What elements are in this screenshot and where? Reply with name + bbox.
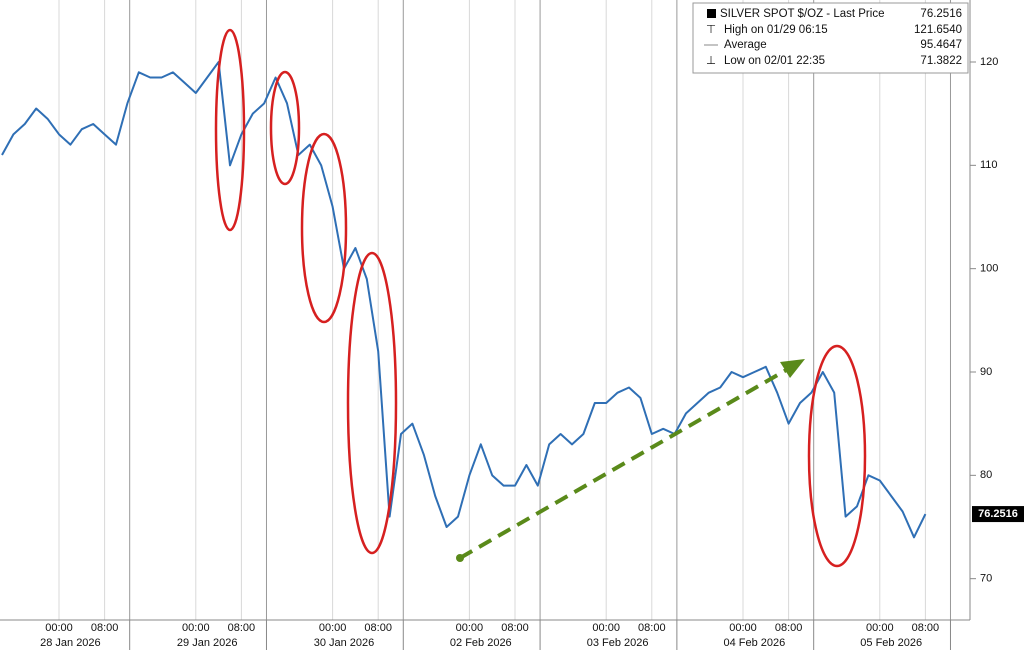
plot-area [0, 0, 970, 620]
x-tick-label: 00:00 [592, 622, 620, 634]
legend: SILVER SPOT $/OZ - Last Price 76.2516 ⊤ … [692, 2, 969, 74]
y-tick-label: 100 [980, 263, 998, 275]
date-label: 30 Jan 2026 [314, 637, 375, 649]
y-tick-label: 120 [980, 56, 998, 68]
y-tick-label: 110 [980, 159, 998, 171]
date-label: 29 Jan 2026 [177, 637, 238, 649]
arrow-tail [456, 554, 464, 562]
y-tick-label: 70 [980, 573, 992, 585]
axes: 70 80 90 100 110 120 00:00 08:00 00:00 08:00 00:00… [40, 56, 1024, 650]
legend-box [692, 2, 969, 74]
legend-label: SILVER SPOT $/OZ - Last Price [720, 8, 884, 20]
x-tick-label: 08:00 [364, 622, 392, 634]
highlight-ellipse [300, 132, 348, 324]
legend-swatch [707, 9, 716, 18]
legend-value: 121.6540 [914, 24, 962, 36]
date-label: 28 Jan 2026 [40, 637, 101, 649]
date-label: 04 Feb 2026 [724, 637, 786, 649]
x-tick-label: 08:00 [501, 622, 529, 634]
x-tick-label: 08:00 [228, 622, 256, 634]
arrow-head [780, 359, 805, 378]
legend-label: Average [724, 39, 767, 51]
x-tick-label: 00:00 [456, 622, 484, 634]
legend-value: 95.4647 [920, 39, 962, 51]
last-price-label: 76.2516 [978, 508, 1018, 520]
legend-icon: ⊥ [706, 55, 716, 67]
x-tick-label: 08:00 [912, 622, 940, 634]
legend-icon: ⊤ [706, 24, 716, 36]
annotations [214, 28, 867, 568]
legend-value: 71.3822 [920, 55, 962, 67]
x-tick-label: 00:00 [729, 622, 757, 634]
date-label: 05 Feb 2026 [860, 637, 922, 649]
y-tick-label: 80 [980, 469, 992, 481]
last-price-tag [972, 506, 1024, 523]
highlight-ellipse [214, 28, 246, 232]
x-tick-label: 00:00 [866, 622, 894, 634]
highlight-ellipse [346, 251, 398, 555]
highlight-ellipse [269, 70, 301, 186]
x-tick-label: 08:00 [775, 622, 803, 634]
x-tick-label: 08:00 [638, 622, 666, 634]
x-tick-label: 00:00 [182, 622, 210, 634]
legend-value: 76.2516 [920, 8, 962, 20]
grid [58, 0, 951, 620]
date-label: 02 Feb 2026 [450, 637, 512, 649]
x-tick-label: 08:00 [91, 622, 119, 634]
legend-label: Low on 02/01 22:35 [724, 55, 825, 67]
x-tick-label: 00:00 [319, 622, 347, 634]
highlight-ellipse [807, 344, 867, 568]
y-tick-label: 90 [980, 366, 992, 378]
legend-label: High on 01/29 06:15 [724, 24, 828, 36]
x-tick-label: 00:00 [45, 622, 73, 634]
date-label: 03 Feb 2026 [587, 637, 649, 649]
trend-arrow [459, 367, 789, 560]
